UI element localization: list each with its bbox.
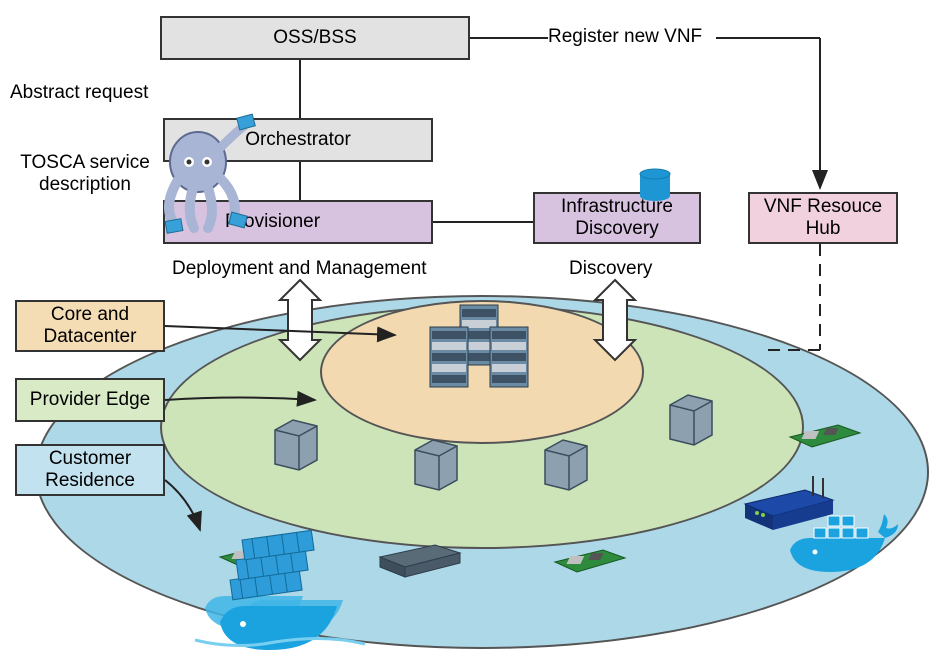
vnf-hub-box: VNF Resouce Hub	[748, 192, 898, 244]
customer-residence-box: Customer Residence	[15, 444, 165, 496]
tosca-label: TOSCA service description	[5, 152, 165, 196]
orchestrator-label: Orchestrator	[245, 129, 351, 151]
provisioner-box: Provisioner	[163, 200, 433, 244]
core-datacenter-label: Core and Datacenter	[17, 304, 163, 348]
provider-edge-label: Provider Edge	[30, 389, 150, 411]
oss-bss-label: OSS/BSS	[273, 27, 356, 49]
provider-edge-box: Provider Edge	[15, 378, 165, 422]
abstract-request-label: Abstract request	[10, 82, 148, 104]
ellipse-inner	[320, 300, 644, 444]
core-datacenter-box: Core and Datacenter	[15, 300, 165, 352]
register-vnf-label: Register new VNF	[548, 26, 702, 48]
discovery-label: Discovery	[569, 258, 652, 280]
vnf-hub-label: VNF Resouce Hub	[750, 196, 896, 240]
customer-residence-label: Customer Residence	[17, 448, 163, 492]
provisioner-label: Provisioner	[225, 211, 320, 233]
deploy-manage-label: Deployment and Management	[172, 258, 427, 280]
infra-discovery-box: Infrastructure Discovery	[533, 192, 701, 244]
oss-bss-box: OSS/BSS	[160, 16, 470, 60]
orchestrator-box: Orchestrator	[163, 118, 433, 162]
infra-discovery-label: Infrastructure Discovery	[535, 196, 699, 240]
